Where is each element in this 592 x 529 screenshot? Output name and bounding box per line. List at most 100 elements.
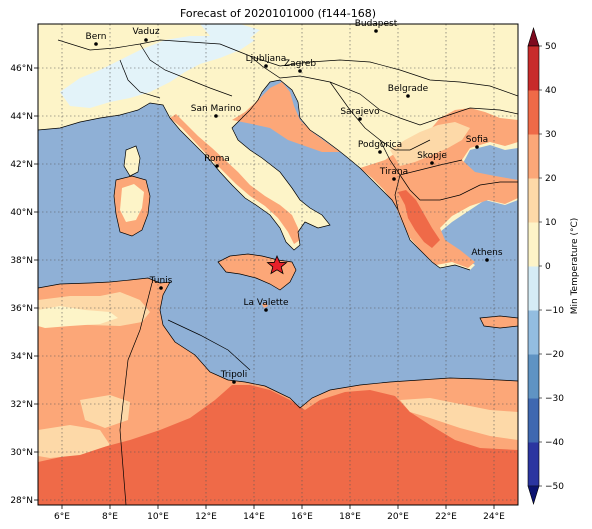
lon-tick-label: 20°E (387, 512, 409, 522)
city-label: Sarajevo (340, 107, 380, 117)
city-label: Vaduz (132, 27, 159, 37)
colorbar-label: Min Temperature (°C) (570, 218, 580, 315)
lat-tick-label: 34°N (10, 352, 33, 362)
city-label: Sofia (466, 135, 488, 145)
city-label: La Valette (244, 298, 289, 308)
lat-tick-label: 42°N (10, 160, 33, 170)
lat-tick-label: 32°N (10, 400, 33, 410)
lat-tick-label: 44°N (10, 112, 33, 122)
gridlines (38, 24, 518, 505)
city-dot[interactable] (298, 69, 302, 73)
crete (480, 316, 518, 328)
lon-tick-label: 22°E (435, 512, 457, 522)
lon-tick-label: 18°E (339, 512, 361, 522)
city-dot[interactable] (215, 164, 219, 168)
colorbar-tick-label: 0 (545, 262, 551, 272)
city-label: Skopje (417, 151, 447, 161)
colorbar-tick-label: −20 (545, 350, 564, 360)
alps-cold-patch-2 (200, 24, 260, 40)
greece-hot (398, 190, 440, 248)
lon-tick-label: 14°E (243, 512, 265, 522)
city-dot[interactable] (214, 114, 218, 118)
italy-warm-coast (170, 114, 300, 244)
city-label: Ljubljana (246, 54, 287, 64)
desert-mild-patch-2 (400, 398, 518, 440)
colorbar-tick-label: 40 (545, 86, 557, 96)
city-dot[interactable] (232, 380, 236, 384)
colorbar-segment (528, 178, 539, 223)
colorbar-tick-label: 10 (545, 218, 557, 228)
city-dot[interactable] (358, 117, 362, 121)
city-label: Bern (86, 32, 107, 42)
map-title: Forecast of 2020101000 (f144-168) (179, 7, 377, 20)
colorbar-tick-label: −10 (545, 306, 564, 316)
colorbar-segment (528, 398, 539, 443)
balkan-inner-mild (390, 122, 470, 166)
lat-tick-label: 40°N (10, 208, 33, 218)
lon-tick-label: 6°E (54, 512, 70, 522)
city-dot[interactable] (94, 42, 98, 46)
colorbar-tick-label: −40 (545, 438, 564, 448)
city-label: Roma (204, 154, 230, 164)
colorbar-segment (528, 310, 539, 355)
colorbar-extend-max (527, 26, 540, 47)
lat-tick-label: 36°N (10, 304, 33, 314)
event-star-icon[interactable] (266, 254, 288, 275)
desert-mild-patch-1 (80, 395, 130, 428)
city-dot[interactable] (159, 286, 163, 290)
city-dot[interactable] (378, 150, 382, 154)
city-label: Zagreb (284, 59, 316, 69)
italy-south-warm (232, 82, 340, 152)
corsica (124, 146, 140, 176)
city-dot[interactable] (144, 38, 148, 42)
city-dot[interactable] (406, 94, 410, 98)
colorbar-segment (528, 46, 539, 91)
colorbar-segment (528, 354, 539, 399)
lon-tick-label: 8°E (102, 512, 118, 522)
latitude-ticks: 28°N 30°N 32°N 34°N 36°N 38°N 40°N 42°N 44°N 46°N (10, 64, 38, 506)
lon-tick-label: 24°E (483, 512, 505, 522)
colorbar-tick-label: 20 (545, 174, 557, 184)
borders (38, 39, 518, 505)
city-label: Athens (471, 248, 502, 258)
colorbar-tick-label: 30 (545, 130, 557, 140)
city-label: Tirana (379, 167, 408, 177)
colorbar-tick-label: −50 (545, 482, 564, 492)
colorbar-segment (528, 134, 539, 179)
city-dot[interactable] (264, 308, 268, 312)
colorbar-segment (528, 90, 539, 135)
city-label: Tripoli (220, 370, 248, 380)
lon-tick-label: 12°E (195, 512, 217, 522)
colorbar-extend-min (527, 485, 540, 506)
colorbar-segment (528, 266, 539, 311)
lon-tick-label: 16°E (291, 512, 313, 522)
tunisia-light-patch (38, 306, 118, 328)
city-dot[interactable] (374, 29, 378, 33)
city-dot[interactable] (392, 177, 396, 181)
city-label: Podgorica (358, 140, 402, 150)
city-dot[interactable] (430, 161, 434, 165)
city-label: Belgrade (388, 84, 429, 94)
city-label: Tunis (149, 276, 173, 286)
desert-mild-patch-3 (38, 425, 110, 458)
lat-tick-label: 38°N (10, 256, 33, 266)
colorbar: −50 −40 −30 −20 −10 0 10 20 30 40 50 (527, 26, 564, 506)
colorbar-tick-label: 50 (545, 42, 557, 52)
city-label: Budapest (355, 19, 398, 29)
longitude-ticks: 6°E 8°E 10°E 12°E 14°E 16°E 18°E 20°E 22°E 24°E (54, 505, 505, 522)
lat-tick-label: 28°N (10, 496, 33, 506)
lon-tick-label: 10°E (147, 512, 169, 522)
sardinia-light (120, 184, 144, 222)
malta (262, 303, 268, 308)
colorbar-segment (528, 442, 539, 487)
lat-tick-label: 46°N (10, 64, 33, 74)
city-dot[interactable] (485, 258, 489, 262)
map-frame (37, 23, 519, 506)
lat-tick-label: 30°N (10, 448, 33, 458)
city-dot[interactable] (264, 64, 268, 68)
city-dot[interactable] (475, 145, 479, 149)
south-hot-zone (38, 385, 518, 505)
colorbar-tick-label: −30 (545, 394, 564, 404)
